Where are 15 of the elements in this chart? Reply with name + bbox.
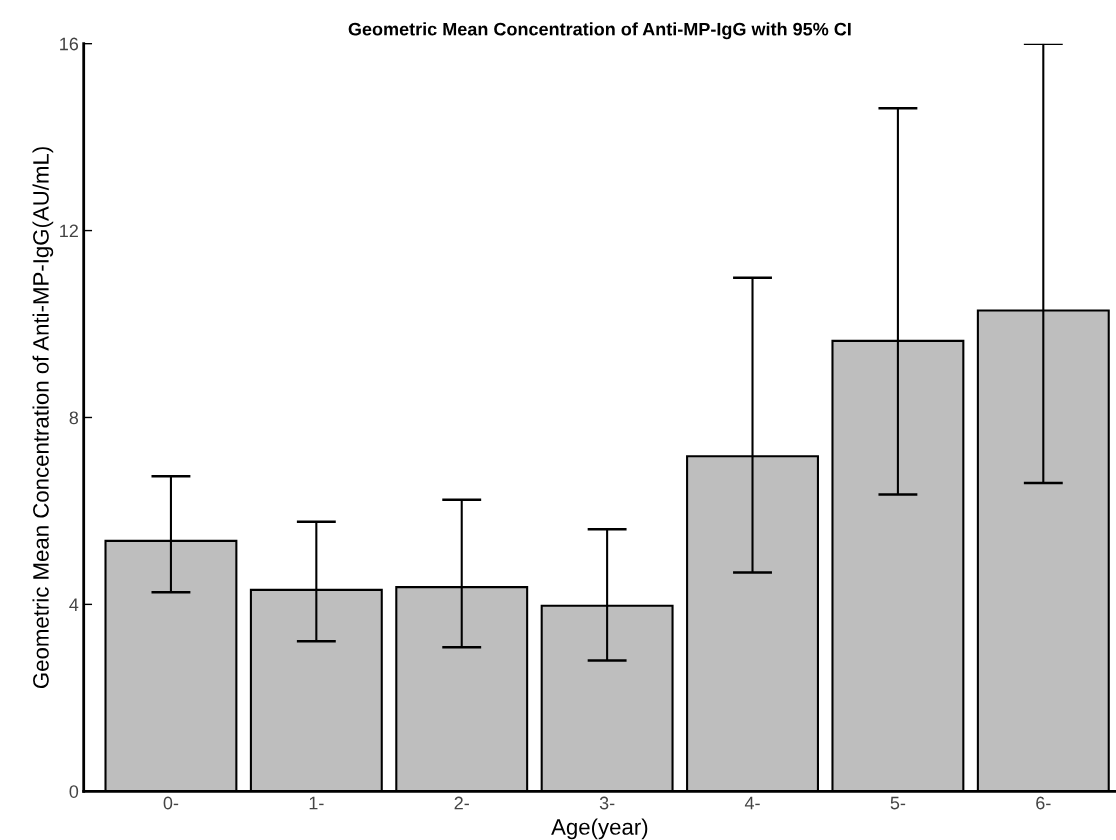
- x-tick-label: 2-: [454, 796, 469, 810]
- x-tick-label: 5-: [890, 796, 906, 810]
- x-axis-title: Age(year): [551, 818, 648, 840]
- x-tick-label: 4-: [744, 796, 760, 810]
- y-tick-label: 0: [69, 785, 79, 798]
- x-tick-label: 3-: [599, 796, 615, 810]
- y-tick-label: 12: [60, 224, 78, 238]
- x-tick-label: 6-: [1036, 796, 1051, 810]
- y-tick-label: 4: [69, 598, 79, 611]
- chart-title: Geometric Mean Concentration of Anti-MP-IgG with 95% CI: [348, 22, 851, 40]
- x-tick-label: 0-: [163, 796, 179, 810]
- y-tick-label: 8: [69, 411, 79, 425]
- y-tick-label: 16: [60, 37, 79, 51]
- y-axis-title: Geometric Mean Concentration of Anti-MP-IgG(AU/mL): [32, 147, 54, 689]
- x-tick-label: 1-: [309, 796, 324, 810]
